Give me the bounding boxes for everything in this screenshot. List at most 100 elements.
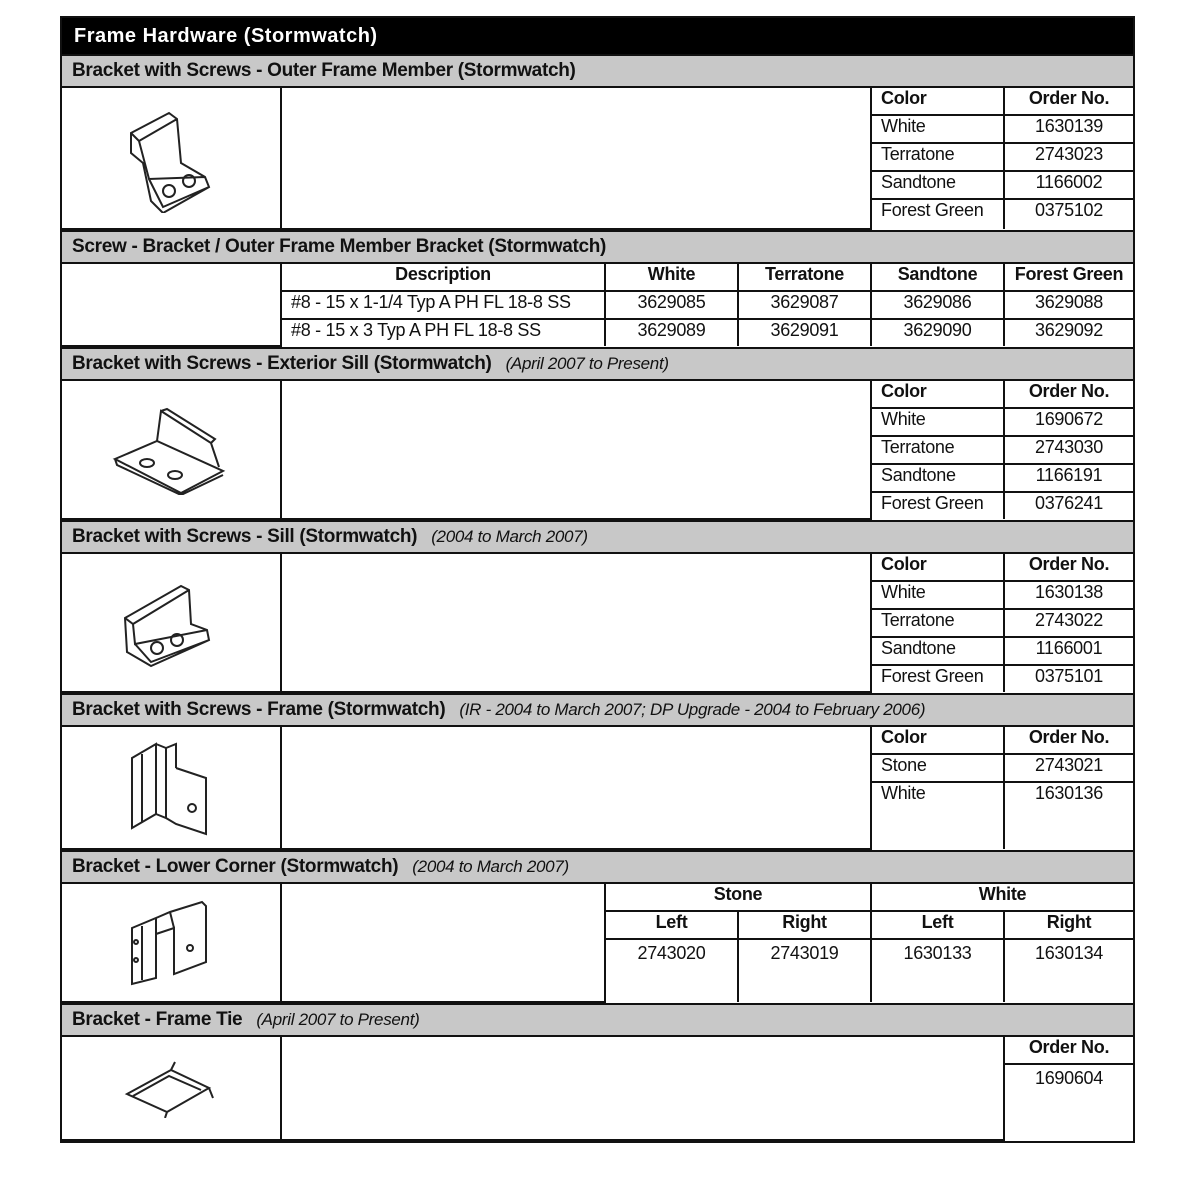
frame-bracket-table: Color Order No. Stone 2743021 White 163013… [62,727,1133,850]
table-row: Terratone 2743022 [62,608,1133,638]
table-row: Sandtone 1166002 [62,170,1133,200]
order-cell: 2743030 [1003,435,1133,465]
color-cell: Stone [871,753,1005,783]
color-cell: White [871,114,1005,144]
color-cell: Sandtone [871,170,1005,200]
order-cell: 3629090 [870,318,1005,346]
order-cell: 3629091 [737,318,872,346]
order-cell: 1630138 [1003,580,1133,610]
order-cell: 0375102 [1003,198,1133,229]
color-cell: Forest Green [871,664,1005,692]
lower-corner-bracket-table: Stone White Left Right Left Right 274302… [62,884,1134,1003]
order-cell: 3629088 [1003,290,1133,320]
order-cell: 1630136 [1003,781,1133,849]
blank-cell [280,381,872,520]
sandtone-header: Sandtone [870,264,1005,292]
description-header: Description [280,264,606,292]
order-cell: 3629086 [870,290,1005,320]
outer-frame-bracket-drawing-icon [130,111,211,213]
order-cell: 2743019 [736,938,873,1002]
color-cell: White [871,580,1005,610]
color-header: Color [870,554,1005,582]
table-row: 2743020 2743019 1630133 1630134 [62,938,1134,1002]
table-row: White 1690672 [62,407,1133,437]
table-row: White 1630138 [62,580,1133,610]
color-header: Color [870,88,1005,116]
blank-cell [280,884,606,1003]
color-cell: Sandtone [871,463,1005,493]
frame-hardware-document: Frame Hardware (Stormwatch) Bracket with… [60,16,1135,1143]
color-header: Color [870,727,1005,755]
order-no-header: Order No. [1003,554,1133,582]
order-cell: 0376241 [1003,491,1133,519]
blank-cell [280,727,872,850]
white-header: White [604,264,739,292]
outer-frame-bracket-image [62,88,282,230]
frame-bracket-image [62,727,282,850]
table-row: White 1630139 [62,114,1133,144]
table-row: Terratone 2743030 [62,435,1133,465]
document-title: Frame Hardware (Stormwatch) [62,18,1133,54]
table-row: Sandtone 1166191 [62,463,1133,493]
table-row: Sandtone 1166001 [62,636,1133,666]
section-header-outer-frame-bracket: Bracket with Screws - Outer Frame Member… [62,54,1133,88]
color-cell: Sandtone [871,636,1005,666]
frame-tie-table: Order No. 1690604 [62,1037,1133,1141]
blank-cell [280,554,872,693]
exterior-sill-bracket-drawing-icon [112,407,226,495]
color-cell: Terratone [871,435,1005,465]
order-cell: 3629087 [737,290,872,320]
right-header: Right [736,910,873,940]
left-header: Left [605,910,739,940]
order-cell: 2743022 [1003,608,1133,638]
section-header-exterior-sill-bracket: Bracket with Screws - Exterior Sill (Sto… [62,347,1133,381]
right-header: Right [1003,910,1134,940]
frame-bracket-drawing-icon [131,741,207,835]
order-cell: 1166191 [1003,463,1133,493]
description-cell: #8 - 15 x 3 Typ A PH FL 18-8 SS [281,318,606,346]
order-cell: 1166002 [1003,170,1133,200]
outer-frame-bracket-table: Color Order No. White 1630139 Terratone 27… [62,88,1133,230]
white-group-header: White [870,884,1134,912]
left-header: Left [870,910,1006,940]
blank-cell [280,1037,1005,1141]
exterior-sill-bracket-image [62,381,282,520]
order-cell: 3629085 [604,290,739,320]
order-no-header: Order No. [1003,1037,1133,1065]
exterior-sill-bracket-table: Color Order No. White 1690672 Terratone 27… [62,381,1133,520]
lower-corner-bracket-drawing-icon [131,900,207,985]
color-cell: Terratone [871,608,1005,638]
color-cell: White [871,781,1005,849]
order-cell: 1166001 [1003,636,1133,666]
lower-corner-bracket-image [62,884,282,1003]
order-cell: 2743021 [1003,753,1133,783]
order-no-header: Order No. [1003,727,1133,755]
table-row: Stone 2743021 [62,753,1133,783]
color-header: Color [870,381,1005,409]
order-cell: 1690604 [1004,1063,1133,1140]
screw-table: Description White Terratone Sandtone For… [62,264,1133,347]
order-cell: 0375101 [1003,664,1133,692]
sill-bracket-image [62,554,282,693]
frame-tie-image [62,1037,282,1141]
forest-green-header: Forest Green [1003,264,1133,292]
order-cell: 1630134 [1003,938,1134,1002]
sill-bracket-drawing-icon [123,584,211,667]
section-header-sill-bracket: Bracket with Screws - Sill (Stormwatch)(… [62,520,1133,554]
table-row: Forest Green 0376241 [62,491,1133,519]
order-cell: 3629092 [1003,318,1133,346]
color-cell: Terratone [871,142,1005,172]
table-row: Forest Green 0375102 [62,198,1133,229]
order-cell: 2743020 [605,938,739,1002]
sill-bracket-table: Color Order No. White 1630138 Terratone 27… [62,554,1133,693]
description-cell: #8 - 15 x 1-1/4 Typ A PH FL 18-8 SS [281,290,606,320]
order-cell: 1630133 [870,938,1006,1002]
table-row: #8 - 15 x 1-1/4 Typ A PH FL 18-8 SS 3629… [62,290,1133,320]
color-cell: Forest Green [871,198,1005,229]
table-row: 1690604 [62,1063,1133,1140]
terratone-header: Terratone [737,264,872,292]
color-cell: White [871,407,1005,437]
blank-image-cell [62,264,282,347]
order-cell: 3629089 [604,318,739,346]
order-cell: 1690672 [1003,407,1133,437]
